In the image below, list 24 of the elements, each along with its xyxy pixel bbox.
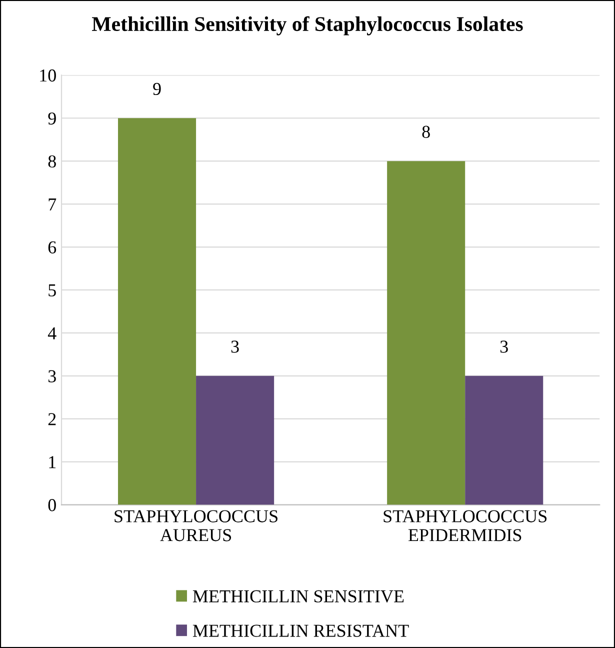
y-tick-label: 1	[49, 456, 56, 468]
y-tick-label: 9	[48, 112, 56, 125]
data-label: 9	[153, 82, 161, 96]
y-tick-label: 10	[40, 69, 56, 82]
bar	[118, 118, 196, 505]
y-tick-label: 2	[48, 413, 56, 426]
y-tick-label: 6	[48, 241, 56, 254]
y-tick-label: 4	[48, 327, 56, 340]
y-tick-label: 3	[48, 370, 56, 382]
data-label: 3	[500, 340, 508, 353]
y-tick-label: 8	[48, 155, 56, 168]
y-tick-label: 0	[48, 499, 56, 512]
bar	[387, 161, 466, 505]
legend-label: METHICILLIN SENSITIVE	[192, 590, 404, 603]
bar	[196, 376, 274, 505]
legend-label: METHICILLIN RESISTANT	[192, 624, 409, 637]
x-tick-label: STAPHYLOCOCCUS AUREUS	[114, 510, 278, 542]
x-tick-label: STAPHYLOCOCCUS EPIDERMIDIS	[384, 510, 547, 542]
y-tick-label: 5	[48, 284, 56, 296]
bar	[465, 376, 544, 505]
data-label: 3	[231, 340, 239, 353]
y-tick-label: 7	[48, 198, 56, 210]
data-label: 8	[422, 126, 430, 138]
chart-title: Methicillin Sensitivity of Staphylococcus Isolates	[92, 16, 523, 36]
